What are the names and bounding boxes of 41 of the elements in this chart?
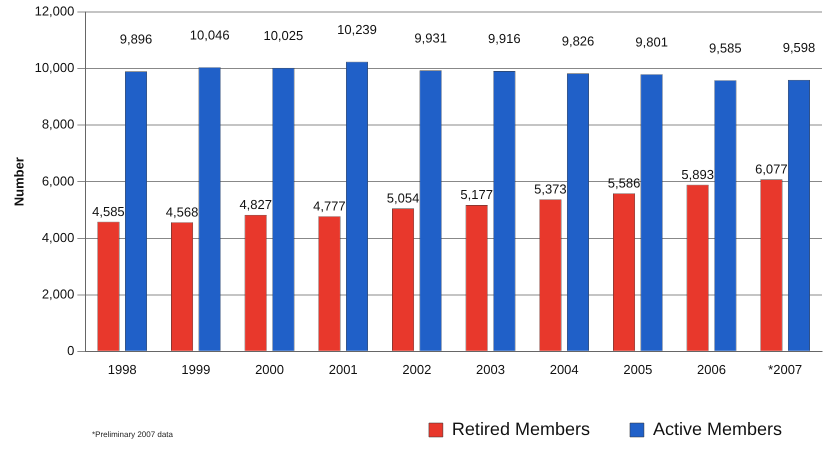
data-label: 9,801 [635, 34, 668, 50]
data-label: 4,585 [92, 204, 125, 219]
x-tick-label: 2003 [476, 362, 505, 377]
data-label: 4,568 [166, 204, 198, 220]
data-label: 9,916 [488, 31, 521, 46]
y-tick-label: 6,000 [42, 173, 74, 188]
data-label: 10,046 [190, 27, 230, 42]
text: *Preliminary 2007 data [92, 430, 173, 439]
data-label: 5,373 [534, 182, 567, 197]
data-label: 4,777 [313, 198, 346, 214]
data-label: 5,177 [460, 187, 493, 202]
x-tick-label: 2001 [328, 362, 358, 377]
data-label: 6,077 [755, 162, 788, 177]
data-label: 4,827 [239, 196, 272, 212]
x-tick-label: 2006 [697, 362, 726, 377]
legend-label: Retired Members [452, 418, 590, 439]
data-label: 5,054 [386, 190, 420, 206]
x-tick-label: 2004 [550, 362, 579, 377]
y-tick-label: 8,000 [42, 116, 74, 132]
data-label: 5,586 [608, 175, 640, 190]
data-label: 10,239 [337, 22, 377, 37]
data-label: 9,896 [120, 32, 152, 47]
y-tick-label: 4,000 [42, 230, 74, 245]
x-tick-label: 1999 [181, 362, 210, 377]
data-label: 9,826 [562, 34, 594, 49]
data-label: 10,025 [263, 28, 304, 43]
y-axis-title: Number [11, 157, 26, 206]
x-tick-label: 2000 [255, 362, 284, 377]
data-label: 9,598 [782, 40, 816, 56]
legend-label: Active Members [652, 418, 782, 439]
x-tick-label: 2002 [402, 362, 432, 377]
data-label: 9,585 [709, 40, 742, 56]
y-tick-label: 0 [67, 342, 74, 358]
x-tick-label: *2007 [768, 362, 802, 377]
x-tick-label: 1998 [108, 362, 137, 377]
data-label: 5,893 [681, 166, 714, 182]
y-tick-label: 12,000 [34, 4, 74, 19]
x-tick-label: 2005 [623, 362, 652, 377]
y-tick-label: 10,000 [34, 60, 74, 76]
data-label: 9,931 [414, 30, 447, 46]
y-tick-label: 2,000 [42, 286, 74, 302]
